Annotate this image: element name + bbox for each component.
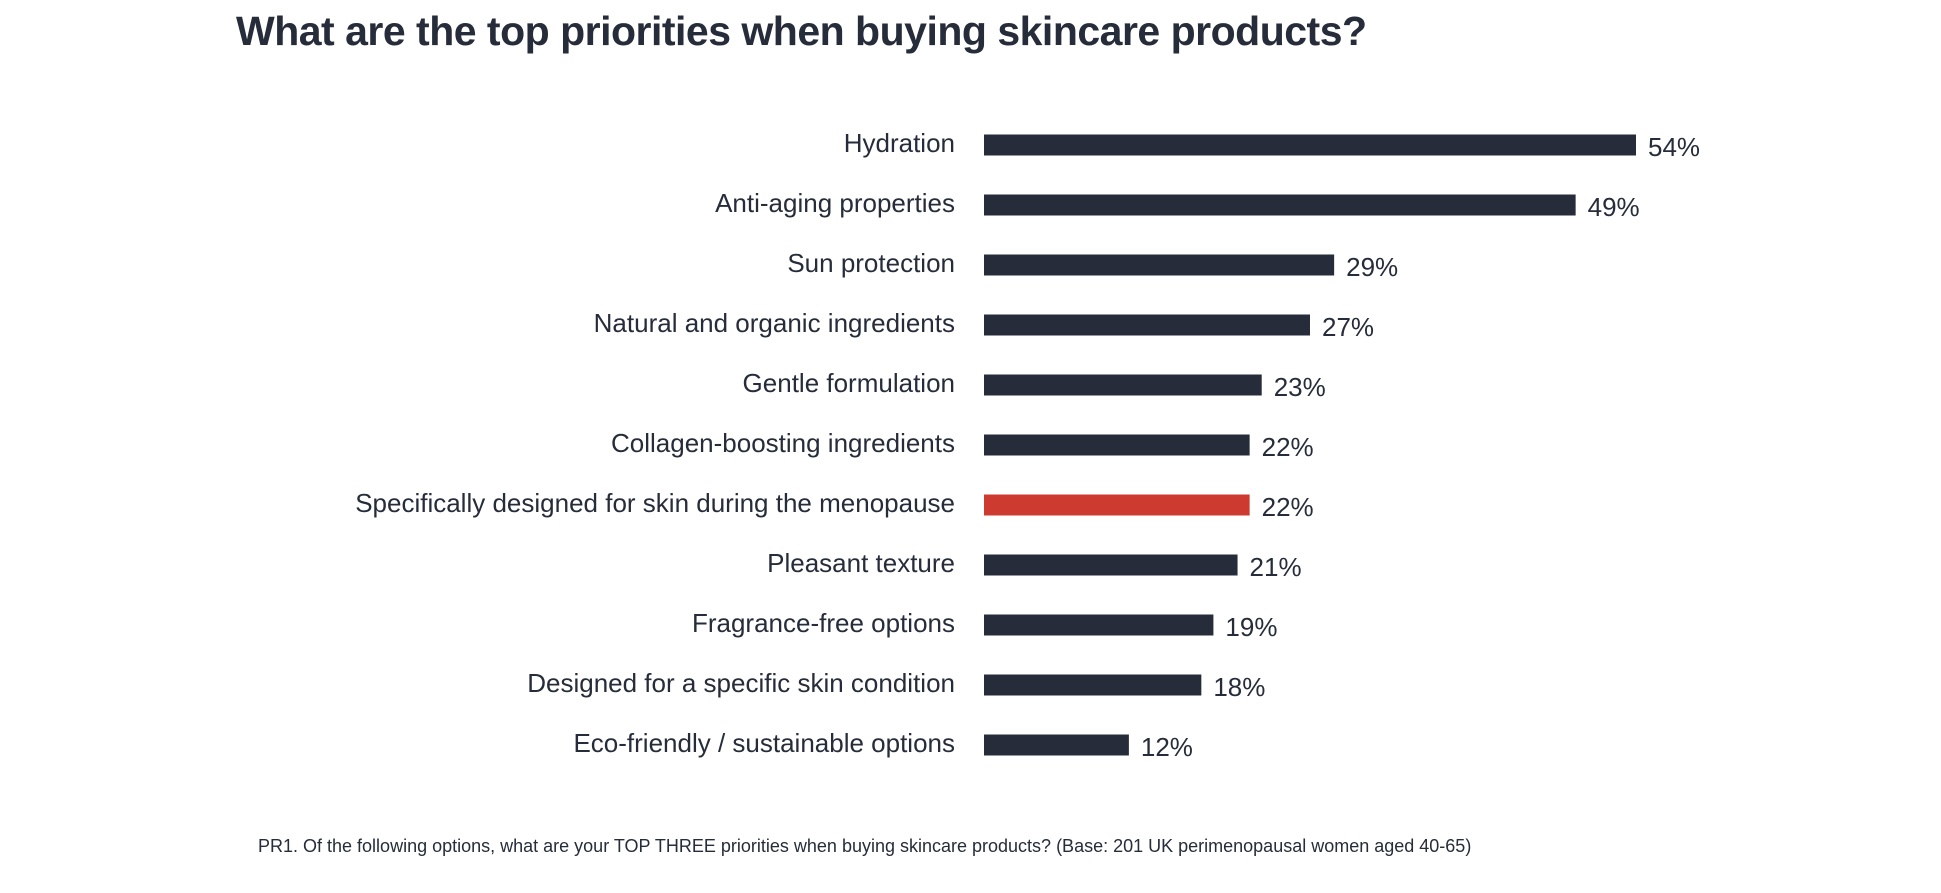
value-label: 27% (1322, 312, 1374, 342)
value-label: 18% (1213, 672, 1265, 702)
bar (984, 134, 1636, 156)
value-label: 22% (1262, 492, 1314, 522)
value-label: 19% (1225, 612, 1277, 642)
category-label: Eco-friendly / sustainable options (573, 728, 955, 758)
value-label: 21% (1250, 552, 1302, 582)
category-label: Collagen-boosting ingredients (611, 428, 955, 458)
category-label: Natural and organic ingredients (594, 308, 955, 338)
footnote: PR1. Of the following options, what are … (258, 836, 1472, 856)
category-label: Sun protection (787, 248, 955, 278)
bar (984, 614, 1214, 636)
category-label: Specifically designed for skin during th… (355, 488, 955, 518)
category-label: Pleasant texture (767, 548, 955, 578)
bar-highlighted (984, 494, 1250, 516)
chart-title: What are the top priorities when buying … (236, 8, 1367, 54)
value-label: 23% (1274, 372, 1326, 402)
category-label: Designed for a specific skin condition (527, 668, 955, 698)
bar (984, 194, 1576, 216)
bar (984, 734, 1129, 756)
value-label: 12% (1141, 732, 1193, 762)
bar (984, 314, 1310, 336)
value-label: 49% (1588, 192, 1640, 222)
value-label: 22% (1262, 432, 1314, 462)
bar (984, 374, 1262, 396)
bar (984, 254, 1335, 276)
category-label: Anti-aging properties (715, 188, 955, 218)
value-label: 54% (1648, 132, 1700, 162)
category-label: Gentle formulation (743, 368, 955, 398)
value-label: 29% (1346, 252, 1398, 282)
bar (984, 434, 1250, 456)
category-label: Hydration (844, 128, 955, 158)
category-label: Fragrance-free options (692, 608, 955, 638)
bar (984, 674, 1202, 696)
bar (984, 554, 1238, 576)
